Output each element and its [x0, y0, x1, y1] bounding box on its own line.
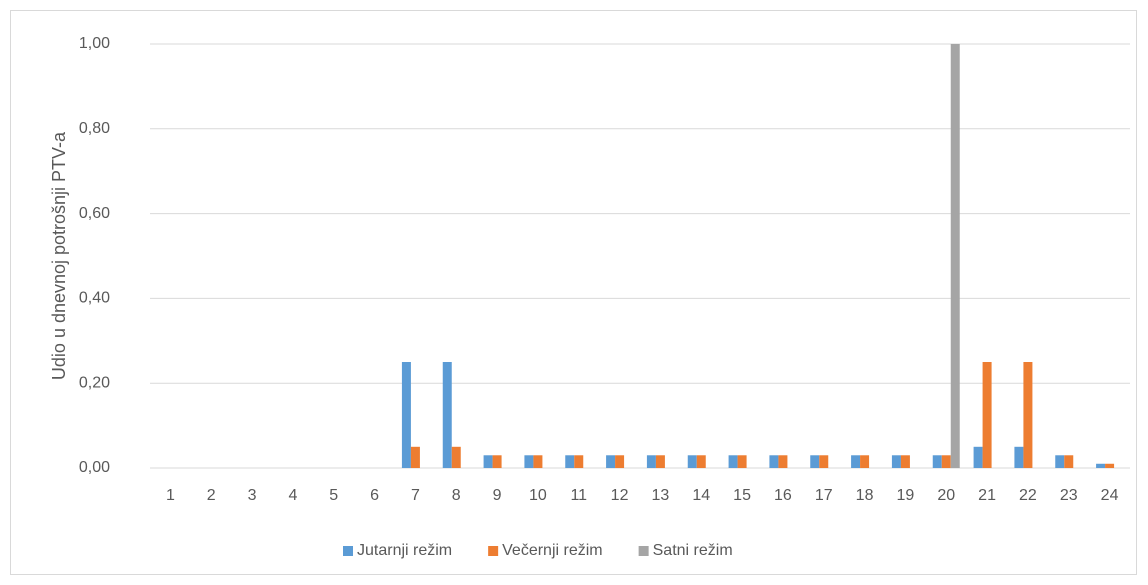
legend-label: Satni režim	[653, 542, 733, 559]
bar	[819, 455, 829, 468]
x-tick-label: 8	[452, 487, 461, 504]
x-tick-label: 3	[248, 487, 257, 504]
x-tick-label: 13	[652, 487, 670, 504]
bar	[941, 455, 951, 468]
x-tick-label: 7	[411, 487, 420, 504]
x-tick-label: 23	[1060, 487, 1078, 504]
x-tick-label: 24	[1101, 487, 1119, 504]
bar	[646, 455, 656, 468]
x-tick-label: 9	[493, 487, 502, 504]
bar	[574, 455, 584, 468]
y-tick-label: 0,60	[79, 205, 110, 222]
x-tick-label: 6	[370, 487, 379, 504]
bar	[1014, 446, 1024, 468]
bar	[565, 455, 575, 468]
y-tick-label: 0,00	[79, 459, 110, 476]
bar	[1096, 463, 1106, 468]
bar	[891, 455, 901, 468]
x-tick-label: 19	[897, 487, 915, 504]
x-tick-label: 15	[733, 487, 751, 504]
bar	[655, 455, 665, 468]
bar	[950, 44, 960, 468]
bar	[900, 455, 910, 468]
bar	[778, 455, 788, 468]
y-tick-label: 0,80	[79, 120, 110, 137]
bar	[606, 455, 616, 468]
bar	[973, 446, 983, 468]
bar	[696, 455, 706, 468]
bar	[687, 455, 697, 468]
x-tick-label: 22	[1019, 487, 1037, 504]
legend-swatch	[343, 546, 353, 556]
x-tick-label: 16	[774, 487, 792, 504]
x-tick-label: 1	[166, 487, 175, 504]
bar	[524, 455, 534, 468]
bar	[728, 455, 738, 468]
bar	[1055, 455, 1065, 468]
bar	[1064, 455, 1074, 468]
legend-swatch	[488, 546, 499, 556]
bar	[810, 455, 820, 468]
y-tick-label: 1,00	[79, 35, 110, 52]
x-tick-label: 12	[611, 487, 629, 504]
bar	[851, 455, 861, 468]
x-tick-label: 2	[207, 487, 216, 504]
y-tick-label: 0,20	[79, 374, 110, 391]
bar	[401, 362, 411, 468]
bar	[860, 455, 870, 468]
x-tick-label: 4	[288, 487, 297, 504]
bar	[483, 455, 493, 468]
bar	[615, 455, 625, 468]
bar	[533, 455, 543, 468]
chart-frame	[10, 10, 1137, 575]
bar	[1105, 463, 1115, 468]
bar	[492, 455, 502, 468]
bar	[1023, 362, 1033, 468]
bar	[932, 455, 942, 468]
y-tick-label: 0,40	[79, 290, 110, 307]
bar	[737, 455, 747, 468]
bar	[982, 362, 992, 468]
x-tick-label: 11	[570, 487, 587, 504]
y-axis-title: Udio u dnevnoj potrošnji PTV-a	[49, 131, 69, 380]
bar	[410, 446, 420, 468]
legend-label: Jutarnji režim	[357, 542, 452, 559]
bar	[451, 446, 461, 468]
x-tick-label: 20	[937, 487, 955, 504]
x-tick-label: 18	[856, 487, 874, 504]
legend-label: Večernji režim	[502, 542, 602, 559]
legend-swatch	[638, 546, 649, 556]
x-tick-label: 14	[692, 487, 710, 504]
bar	[769, 455, 779, 468]
bar	[442, 362, 452, 468]
x-tick-label: 5	[329, 487, 338, 504]
x-tick-label: 21	[978, 487, 996, 504]
x-tick-label: 10	[529, 487, 547, 504]
x-tick-label: 17	[815, 487, 833, 504]
